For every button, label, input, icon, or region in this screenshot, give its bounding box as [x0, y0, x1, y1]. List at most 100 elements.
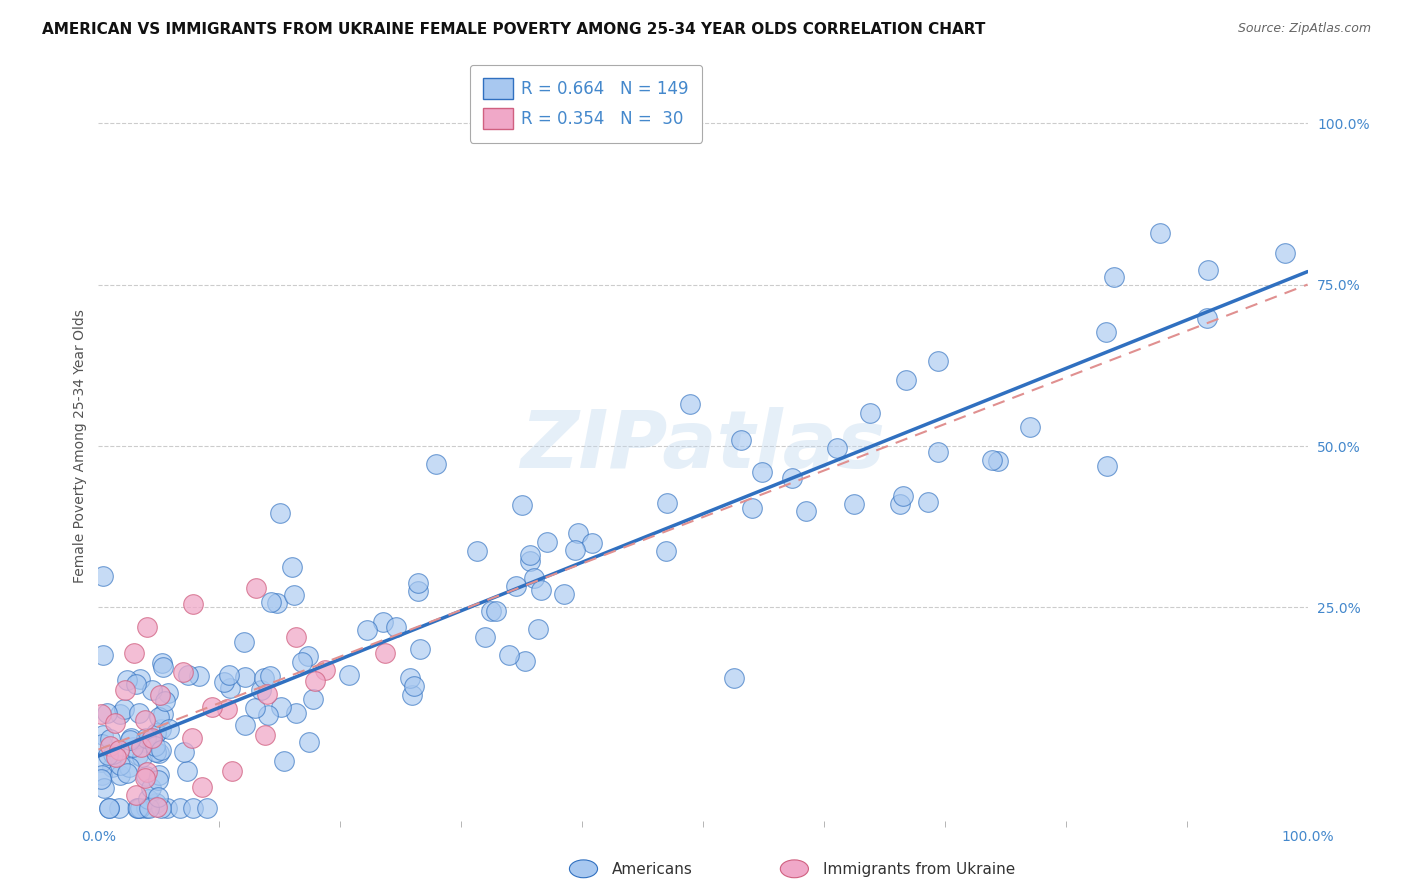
Point: [859, 406, 882, 420]
Text: AMERICAN VS IMMIGRANTS FROM UKRAINE FEMALE POVERTY AMONG 25-34 YEAR OLDS CORRELA: AMERICAN VS IMMIGRANTS FROM UKRAINE FEMA…: [42, 22, 986, 37]
Point: [927, 445, 949, 459]
Point: [1018, 419, 1040, 434]
Text: ZIPatlas: ZIPatlas: [520, 407, 886, 485]
Point: [844, 497, 866, 511]
Point: [302, 692, 325, 706]
Point: [270, 700, 292, 714]
Point: [135, 731, 157, 745]
Point: [97, 801, 120, 815]
Point: [980, 453, 1002, 467]
Point: [115, 673, 138, 688]
Point: [136, 792, 159, 806]
Point: [889, 498, 911, 512]
Point: [285, 706, 308, 721]
Point: [128, 801, 150, 815]
Point: [145, 726, 167, 740]
Point: [404, 679, 426, 693]
Point: [112, 702, 135, 716]
Point: [101, 747, 124, 761]
Point: [108, 767, 131, 781]
Point: [115, 766, 138, 780]
Point: [149, 801, 172, 815]
Point: [399, 672, 422, 686]
Point: [104, 715, 127, 730]
Point: [93, 648, 115, 663]
Point: [284, 630, 307, 644]
Point: [297, 648, 319, 663]
Point: [177, 668, 200, 682]
Point: [751, 465, 773, 479]
Point: [129, 739, 152, 754]
Point: [146, 773, 169, 788]
Text: Immigrants from Ukraine: Immigrants from Ukraine: [823, 863, 1015, 877]
Point: [148, 746, 170, 760]
Point: [564, 542, 586, 557]
Point: [425, 458, 447, 472]
Point: [181, 597, 204, 611]
Point: [519, 554, 541, 568]
Point: [201, 699, 224, 714]
Point: [1095, 325, 1118, 339]
Point: [259, 669, 281, 683]
Point: [181, 801, 204, 815]
Point: [298, 735, 321, 749]
Point: [157, 686, 180, 700]
Point: [780, 471, 803, 485]
Point: [304, 674, 326, 689]
Point: [108, 707, 131, 722]
Point: [93, 569, 115, 583]
Y-axis label: Female Poverty Among 25-34 Year Olds: Female Poverty Among 25-34 Year Olds: [73, 309, 87, 583]
Point: [1095, 459, 1118, 474]
Point: [125, 801, 148, 815]
Point: [567, 525, 589, 540]
Point: [156, 801, 179, 815]
Point: [374, 646, 396, 660]
Point: [269, 507, 291, 521]
Point: [139, 732, 162, 747]
Point: [794, 504, 817, 518]
Point: [139, 781, 162, 796]
Point: [98, 739, 121, 753]
Point: [108, 758, 131, 772]
Point: [893, 489, 915, 503]
Point: [91, 738, 114, 752]
Point: [148, 768, 170, 782]
Point: [90, 755, 112, 769]
Point: [723, 671, 745, 685]
Point: [384, 620, 406, 634]
Point: [195, 801, 218, 815]
Point: [281, 560, 304, 574]
Point: [128, 706, 150, 721]
Point: [138, 801, 160, 815]
Point: [98, 801, 121, 815]
Point: [373, 615, 395, 630]
Point: [479, 604, 502, 618]
Point: [91, 728, 114, 742]
Point: [250, 682, 273, 697]
Point: [120, 733, 142, 747]
Point: [519, 548, 541, 562]
Point: [97, 748, 120, 763]
Point: [157, 722, 180, 736]
Point: [233, 718, 256, 732]
Point: [150, 722, 173, 736]
Point: [825, 441, 848, 455]
Point: [485, 604, 508, 618]
Point: [356, 623, 378, 637]
Point: [512, 499, 534, 513]
Point: [93, 780, 115, 795]
Point: [125, 788, 148, 802]
Point: [401, 688, 423, 702]
Point: [96, 706, 118, 720]
Point: [90, 706, 112, 721]
Text: Source: ZipAtlas.com: Source: ZipAtlas.com: [1237, 22, 1371, 36]
Point: [176, 764, 198, 778]
Point: [135, 620, 157, 634]
Point: [232, 634, 254, 648]
Point: [987, 454, 1010, 468]
Point: [148, 710, 170, 724]
Point: [1197, 263, 1219, 277]
Point: [127, 801, 149, 815]
Point: [523, 571, 546, 585]
Point: [679, 397, 702, 411]
